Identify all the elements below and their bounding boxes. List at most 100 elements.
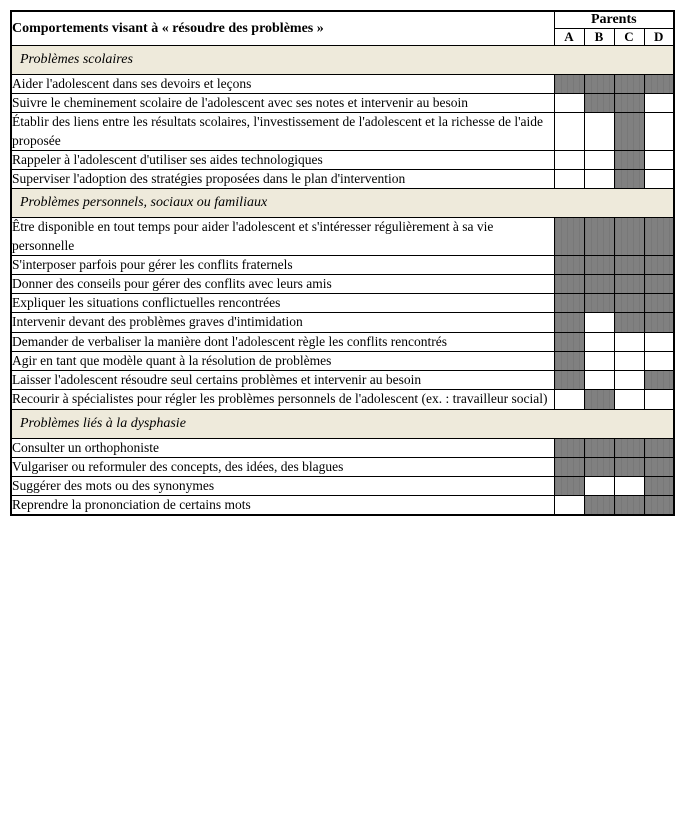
mark-cell-c — [614, 294, 644, 313]
mark-cell-a — [554, 351, 584, 370]
header-col-d: D — [644, 29, 674, 46]
mark-cell-a — [554, 438, 584, 457]
mark-cell-d — [644, 313, 674, 332]
mark-cell-c — [614, 113, 644, 150]
mark-cell-c — [614, 218, 644, 255]
mark-cell-a — [554, 255, 584, 274]
header-col-b: B — [584, 29, 614, 46]
mark-cell-b — [584, 496, 614, 516]
mark-cell-c — [614, 150, 644, 169]
row-label: Agir en tant que modèle quant à la résol… — [11, 351, 554, 370]
mark-cell-d — [644, 438, 674, 457]
table-header: Comportements visant à « résoudre des pr… — [11, 11, 674, 46]
mark-cell-c — [614, 351, 644, 370]
mark-cell-a — [554, 390, 584, 409]
row-label: Vulgariser ou reformuler des concepts, d… — [11, 457, 554, 476]
mark-cell-b — [584, 390, 614, 409]
table-row: Consulter un orthophoniste — [11, 438, 674, 457]
mark-cell-a — [554, 150, 584, 169]
behaviors-table: Comportements visant à « résoudre des pr… — [10, 10, 675, 516]
row-label: Rappeler à l'adolescent d'utiliser ses a… — [11, 150, 554, 169]
mark-cell-b — [584, 332, 614, 351]
table-row: Laisser l'adolescent résoudre seul certa… — [11, 371, 674, 390]
header-col-a: A — [554, 29, 584, 46]
section-title: Problèmes liés à la dysphasie — [11, 409, 674, 438]
mark-cell-d — [644, 274, 674, 293]
mark-cell-d — [644, 170, 674, 189]
mark-cell-a — [554, 332, 584, 351]
mark-cell-c — [614, 255, 644, 274]
row-label: Reprendre la prononciation de certains m… — [11, 496, 554, 516]
mark-cell-a — [554, 170, 584, 189]
table-row: Être disponible en tout temps pour aider… — [11, 218, 674, 255]
mark-cell-c — [614, 457, 644, 476]
mark-cell-b — [584, 94, 614, 113]
mark-cell-b — [584, 255, 614, 274]
row-label: Recourir à spécialistes pour régler les … — [11, 390, 554, 409]
header-main: Comportements visant à « résoudre des pr… — [11, 11, 554, 46]
mark-cell-a — [554, 274, 584, 293]
table-row: S'interposer parfois pour gérer les conf… — [11, 255, 674, 274]
mark-cell-d — [644, 476, 674, 495]
row-label: Établir des liens entre les résultats sc… — [11, 113, 554, 150]
mark-cell-c — [614, 332, 644, 351]
mark-cell-c — [614, 438, 644, 457]
table-row: Recourir à spécialistes pour régler les … — [11, 390, 674, 409]
section-header-row: Problèmes personnels, sociaux ou familia… — [11, 189, 674, 218]
mark-cell-d — [644, 218, 674, 255]
mark-cell-d — [644, 75, 674, 94]
mark-cell-b — [584, 438, 614, 457]
table-row: Reprendre la prononciation de certains m… — [11, 496, 674, 516]
mark-cell-c — [614, 170, 644, 189]
mark-cell-a — [554, 496, 584, 516]
mark-cell-b — [584, 371, 614, 390]
mark-cell-a — [554, 371, 584, 390]
row-label: Laisser l'adolescent résoudre seul certa… — [11, 371, 554, 390]
table-row: Aider l'adolescent dans ses devoirs et l… — [11, 75, 674, 94]
table-row: Expliquer les situations conflictuelles … — [11, 294, 674, 313]
mark-cell-b — [584, 457, 614, 476]
mark-cell-b — [584, 170, 614, 189]
row-label: Expliquer les situations conflictuelles … — [11, 294, 554, 313]
mark-cell-c — [614, 274, 644, 293]
mark-cell-a — [554, 94, 584, 113]
mark-cell-b — [584, 218, 614, 255]
row-label: Demander de verbaliser la manière dont l… — [11, 332, 554, 351]
section-title: Problèmes scolaires — [11, 46, 674, 75]
mark-cell-b — [584, 294, 614, 313]
row-label: Aider l'adolescent dans ses devoirs et l… — [11, 75, 554, 94]
mark-cell-a — [554, 218, 584, 255]
mark-cell-d — [644, 255, 674, 274]
table-row: Donner des conseils pour gérer des confl… — [11, 274, 674, 293]
table-row: Suivre le cheminement scolaire de l'adol… — [11, 94, 674, 113]
mark-cell-c — [614, 390, 644, 409]
table-row: Vulgariser ou reformuler des concepts, d… — [11, 457, 674, 476]
section-header-row: Problèmes scolaires — [11, 46, 674, 75]
section-header-row: Problèmes liés à la dysphasie — [11, 409, 674, 438]
mark-cell-c — [614, 476, 644, 495]
table-row: Suggérer des mots ou des synonymes — [11, 476, 674, 495]
mark-cell-d — [644, 351, 674, 370]
mark-cell-a — [554, 294, 584, 313]
mark-cell-b — [584, 113, 614, 150]
header-col-c: C — [614, 29, 644, 46]
mark-cell-a — [554, 457, 584, 476]
mark-cell-c — [614, 371, 644, 390]
table-row: Agir en tant que modèle quant à la résol… — [11, 351, 674, 370]
mark-cell-b — [584, 313, 614, 332]
table-row: Établir des liens entre les résultats sc… — [11, 113, 674, 150]
mark-cell-d — [644, 94, 674, 113]
mark-cell-b — [584, 150, 614, 169]
row-label: Intervenir devant des problèmes graves d… — [11, 313, 554, 332]
mark-cell-b — [584, 351, 614, 370]
section-title: Problèmes personnels, sociaux ou familia… — [11, 189, 674, 218]
mark-cell-a — [554, 113, 584, 150]
mark-cell-d — [644, 113, 674, 150]
mark-cell-d — [644, 371, 674, 390]
row-label: Superviser l'adoption des stratégies pro… — [11, 170, 554, 189]
mark-cell-b — [584, 75, 614, 94]
row-label: Consulter un orthophoniste — [11, 438, 554, 457]
row-label: S'interposer parfois pour gérer les conf… — [11, 255, 554, 274]
table-row: Rappeler à l'adolescent d'utiliser ses a… — [11, 150, 674, 169]
mark-cell-d — [644, 294, 674, 313]
